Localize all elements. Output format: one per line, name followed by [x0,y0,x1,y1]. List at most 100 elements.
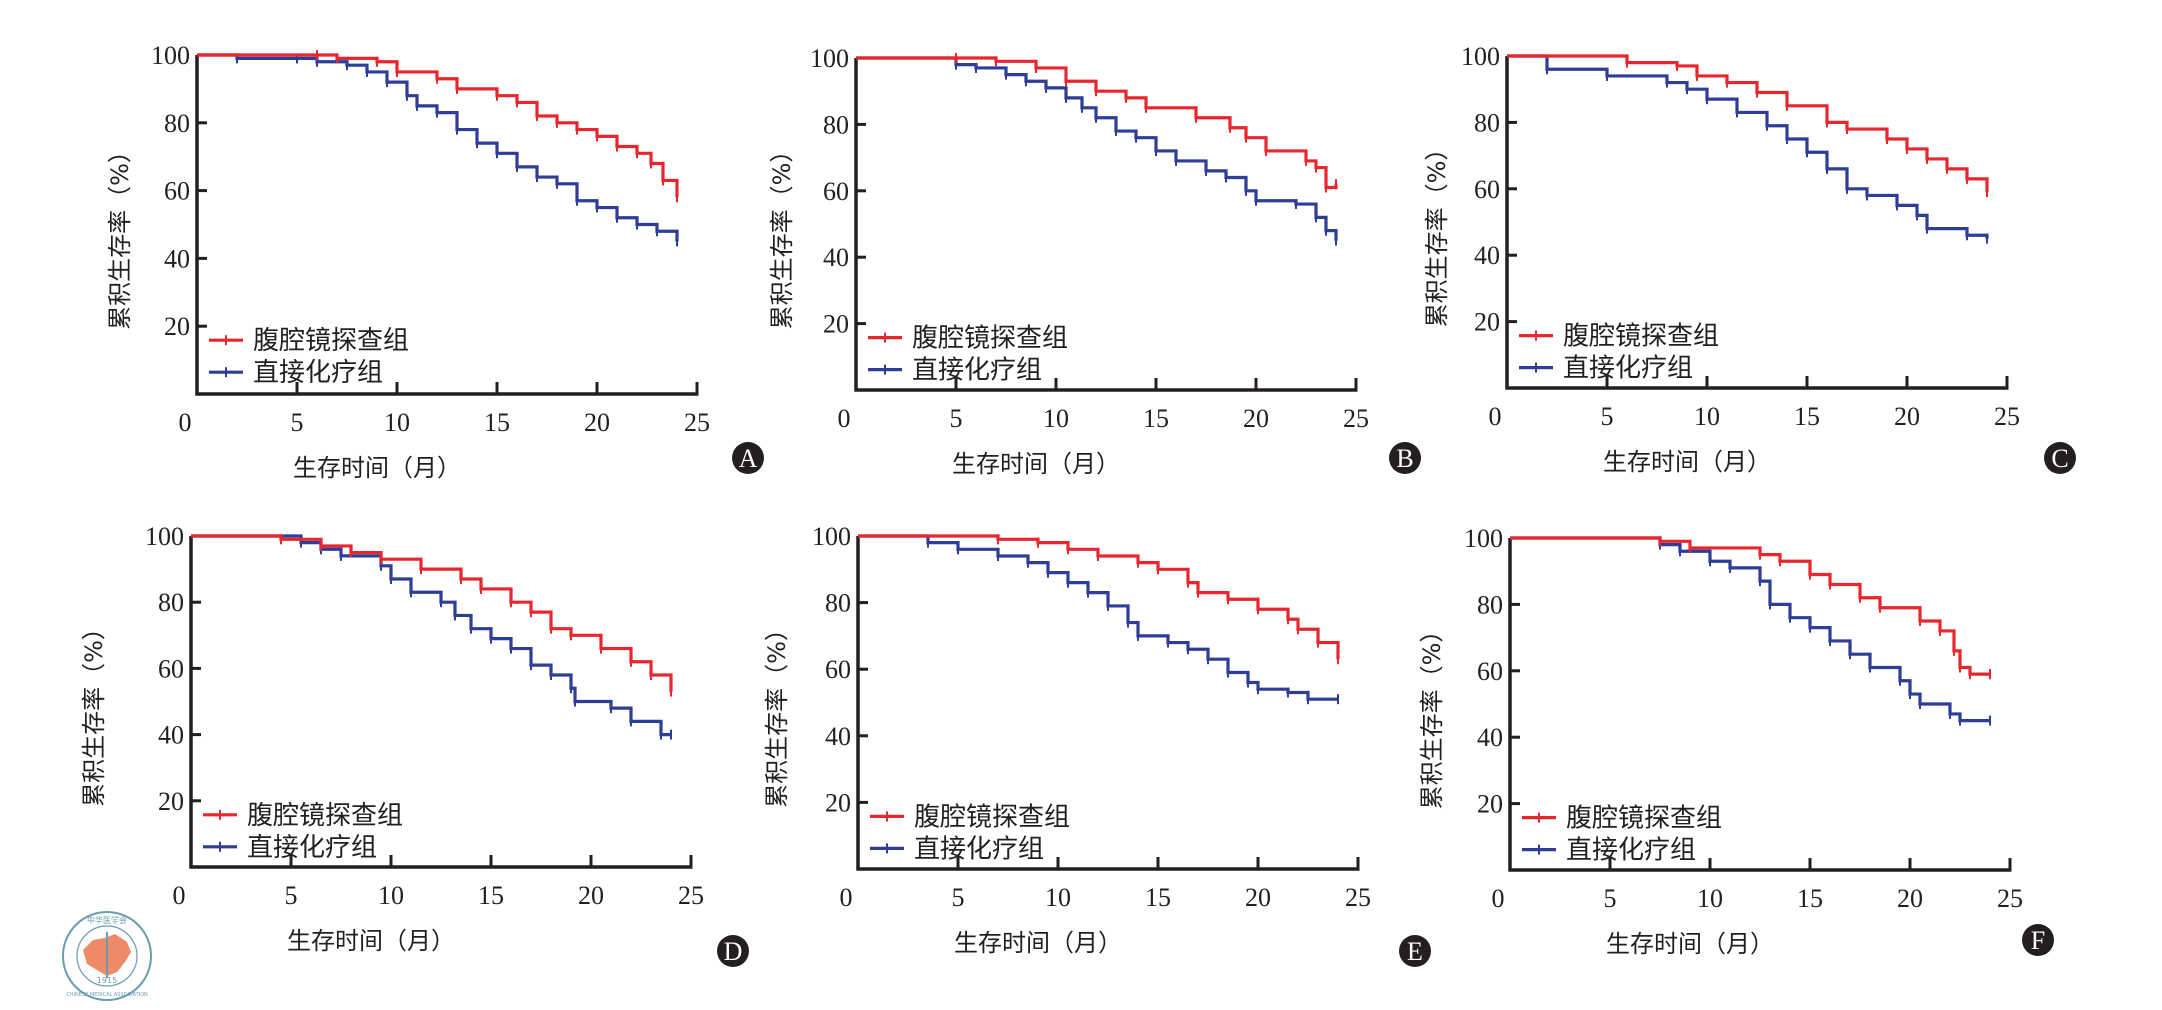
legend-label-laparoscopy: 腹腔镜探查组 [1563,322,1719,352]
y-axis-title: 累积生存率（%） [1418,619,1446,810]
x-tick-label: 10 [378,881,404,910]
x-tick-label: 0 [1489,402,1502,431]
panel-b: 0 5 10 15 20 25 20 40 60 80 100 生存时间（月） 累积生存率（%） 腹腔镜探… [768,44,1421,478]
survival-curve-laparoscopy [1507,54,1989,193]
panel-letter-badge [2022,924,2054,956]
legend-label-chemotherapy: 直接化疗组 [247,833,377,863]
x-axis-title: 生存时间（月） [287,927,455,955]
x-tick-label: 5 [285,881,298,910]
y-axis-title: 累积生存率（%） [1423,137,1451,328]
legend-label-chemotherapy: 直接化疗组 [253,358,383,388]
x-tick-label: 0 [838,404,851,433]
x-tick-label: 10 [1043,404,1069,433]
survival-curve-chemotherapy [191,534,671,737]
y-axis-title: 累积生存率（%） [763,617,791,808]
y-tick-label: 100 [1464,524,1503,553]
x-tick-label: 15 [1143,404,1169,433]
panel-letter: B [1396,444,1413,473]
logo-top-text: 中华医学会 [87,915,127,925]
x-axis-title: 生存时间（月） [952,450,1120,478]
y-tick-label: 20 [1474,308,1500,337]
y-tick-label: 20 [158,787,184,816]
panel-letter: E [1407,937,1423,966]
y-axis-title: 累积生存率（%） [80,616,108,807]
logo-outer-ring [62,911,152,1001]
y-tick-label: 60 [158,654,184,683]
panel-letter-badge [732,442,764,474]
x-tick-label: 5 [291,408,304,437]
logo-inner-ring [76,925,138,987]
legend-label-laparoscopy: 腹腔镜探查组 [912,324,1068,354]
x-tick-label: 15 [1145,883,1171,912]
panel-a: 0 5 10 15 20 25 20 40 60 80 100 生存时间（月） 累积生存率（%） 腹腔镜探… [106,41,764,482]
x-tick-label: 0 [840,883,853,912]
panel-letter-badge [2044,442,2076,474]
x-tick-label: 20 [578,881,604,910]
panel-f: 0 5 10 15 20 25 20 40 60 80 100 生存时间（月） 累积生存率（%） 腹腔镜探… [1418,524,2054,958]
survival-curve-laparoscopy [1510,536,1990,676]
y-tick-label: 60 [823,177,849,206]
panel-c: 0 5 10 15 20 25 20 40 60 80 100 生存时间（月） 累积生存率（%） 腹腔镜探… [1423,42,2076,476]
survival-curve-chemotherapy [858,534,1338,701]
y-tick-label: 80 [158,588,184,617]
y-tick-label: 60 [1474,175,1500,204]
y-tick-label: 80 [1474,108,1500,137]
panel-letter: F [2031,926,2045,955]
y-tick-label: 80 [164,109,190,138]
x-tick-label: 25 [1345,883,1371,912]
x-tick-label: 15 [484,408,510,437]
y-tick-label: 40 [1474,241,1500,270]
survival-curve-laparoscopy [197,53,679,198]
x-tick-label: 25 [1994,402,2020,431]
x-axis-title: 生存时间（月） [1606,930,1774,958]
y-tick-label: 20 [825,788,851,817]
y-tick-label: 100 [1461,42,1500,71]
y-tick-label: 20 [823,310,849,339]
x-axis-title: 生存时间（月） [954,929,1122,957]
legend-label-chemotherapy: 直接化疗组 [914,834,1044,864]
y-tick-label: 40 [164,244,190,273]
logo-bottom-text: CHINESE MEDICAL ASSOCIATION [66,992,148,998]
y-tick-label: 40 [823,243,849,272]
y-tick-label: 100 [151,41,190,70]
y-tick-label: 100 [810,44,849,73]
y-tick-label: 40 [158,721,184,750]
panel-d: 0 5 10 15 20 25 20 40 60 80 100 生存时间（月） 累积生存率（%） 腹腔镜探… [80,522,749,967]
panel-letter: C [2051,444,2068,473]
x-tick-label: 5 [950,404,963,433]
y-axis-title: 累积生存率（%） [768,139,796,330]
y-tick-label: 80 [825,589,851,618]
x-tick-label: 10 [384,408,410,437]
x-tick-label: 0 [173,881,186,910]
x-axis-title: 生存时间（月） [1603,448,1771,476]
panel-letter-badge [1389,442,1421,474]
legend-label-chemotherapy: 直接化疗组 [1566,836,1696,866]
x-tick-label: 10 [1697,884,1723,913]
x-tick-label: 15 [1794,402,1820,431]
legend-label-laparoscopy: 腹腔镜探查组 [1566,804,1722,834]
y-tick-label: 60 [1477,657,1503,686]
y-tick-label: 80 [823,110,849,139]
x-tick-label: 20 [1894,402,1920,431]
panel-e: 0 5 10 15 20 25 20 40 60 80 100 生存时间（月） 累积生存率（%） 腹腔镜探… [763,522,1431,967]
x-tick-label: 25 [1343,404,1369,433]
panel-letter: D [724,937,743,966]
y-tick-label: 40 [1477,723,1503,752]
x-tick-label: 10 [1045,883,1071,912]
y-axis-title: 累积生存率（%） [106,139,134,330]
x-tick-label: 25 [684,408,710,437]
panel-letter-badge [1399,935,1431,967]
x-tick-label: 0 [1492,884,1505,913]
y-tick-label: 100 [145,522,184,551]
legend-label-chemotherapy: 直接化疗组 [912,356,1042,386]
x-tick-label: 5 [952,883,965,912]
x-tick-label: 20 [1897,884,1923,913]
y-tick-label: 100 [812,522,851,551]
y-tick-label: 60 [825,655,851,684]
x-tick-label: 20 [1243,404,1269,433]
x-tick-label: 25 [678,881,704,910]
x-tick-label: 15 [1797,884,1823,913]
y-tick-label: 20 [164,312,190,341]
panel-letter-badge [717,935,749,967]
